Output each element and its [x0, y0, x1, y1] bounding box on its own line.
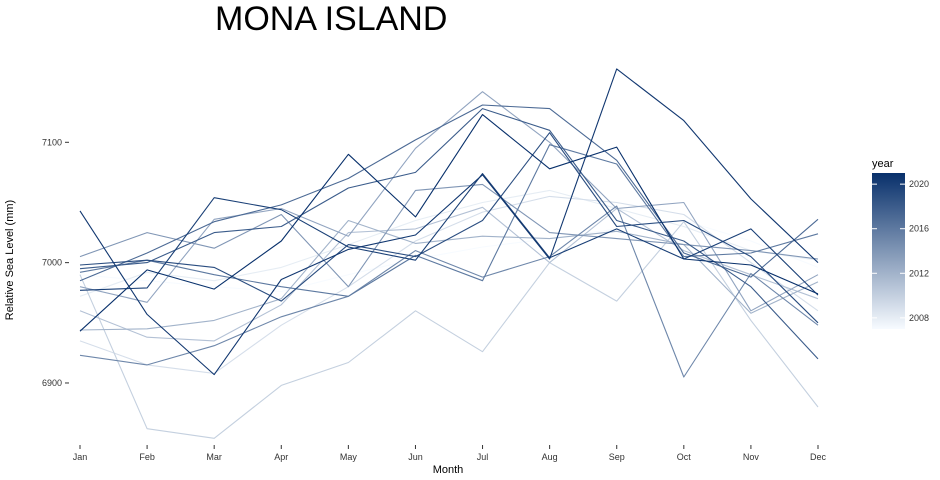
chart-title: MONA ISLAND	[215, 0, 447, 38]
series-line	[79, 205, 819, 378]
x-tick-label: Oct	[677, 452, 692, 462]
series-line	[79, 219, 819, 331]
series-line	[79, 144, 819, 297]
x-tick-label: Feb	[139, 452, 155, 462]
x-axis: Jan Feb Mar Apr May Jun Jul Aug Sep Oct Nov Dec	[73, 445, 827, 462]
series-line	[79, 183, 819, 288]
y-axis: 6900 7000 7100	[42, 137, 69, 388]
legend-title: year	[872, 158, 894, 170]
series-line	[79, 189, 819, 297]
legend-tick-label: 2008	[909, 313, 929, 323]
series-line	[79, 221, 819, 439]
x-tick-label: Mar	[206, 452, 222, 462]
series-lines	[79, 68, 819, 439]
series-line	[79, 132, 819, 324]
y-tick-label: 7100	[42, 137, 62, 147]
x-tick-label: Nov	[743, 452, 760, 462]
y-tick-label: 6900	[42, 378, 62, 388]
x-tick-label: Apr	[274, 452, 288, 462]
y-axis-title: Relative Sea Level (mm)	[4, 200, 16, 320]
x-tick-label: Jun	[408, 452, 423, 462]
legend-tick-label: 2016	[909, 224, 929, 234]
x-tick-label: Sep	[609, 452, 625, 462]
series-line	[79, 173, 819, 296]
legend-colorbar	[872, 173, 905, 329]
x-tick-label: Jul	[477, 452, 489, 462]
series-line	[79, 108, 819, 360]
x-tick-label: Dec	[810, 452, 827, 462]
legend-ticks: 2008 2012 2016 2020	[872, 179, 929, 323]
series-line	[79, 195, 819, 374]
x-tick-label: May	[340, 452, 358, 462]
series-line	[79, 91, 819, 312]
series-line	[79, 104, 819, 282]
legend: year 2008 2012 2016 2020	[872, 158, 929, 329]
x-tick-label: Jan	[73, 452, 88, 462]
legend-tick-label: 2012	[909, 268, 929, 278]
series-line	[79, 206, 819, 342]
x-tick-label: Aug	[542, 452, 558, 462]
plot-area: 6900 7000 7100 Jan Feb Mar Apr May Jun Jul Aug Sep…	[42, 68, 827, 462]
series-line	[79, 68, 819, 376]
y-tick-label: 7000	[42, 258, 62, 268]
series-line	[79, 114, 819, 332]
x-axis-title: Month	[433, 464, 464, 476]
legend-tick-label: 2020	[909, 179, 929, 189]
